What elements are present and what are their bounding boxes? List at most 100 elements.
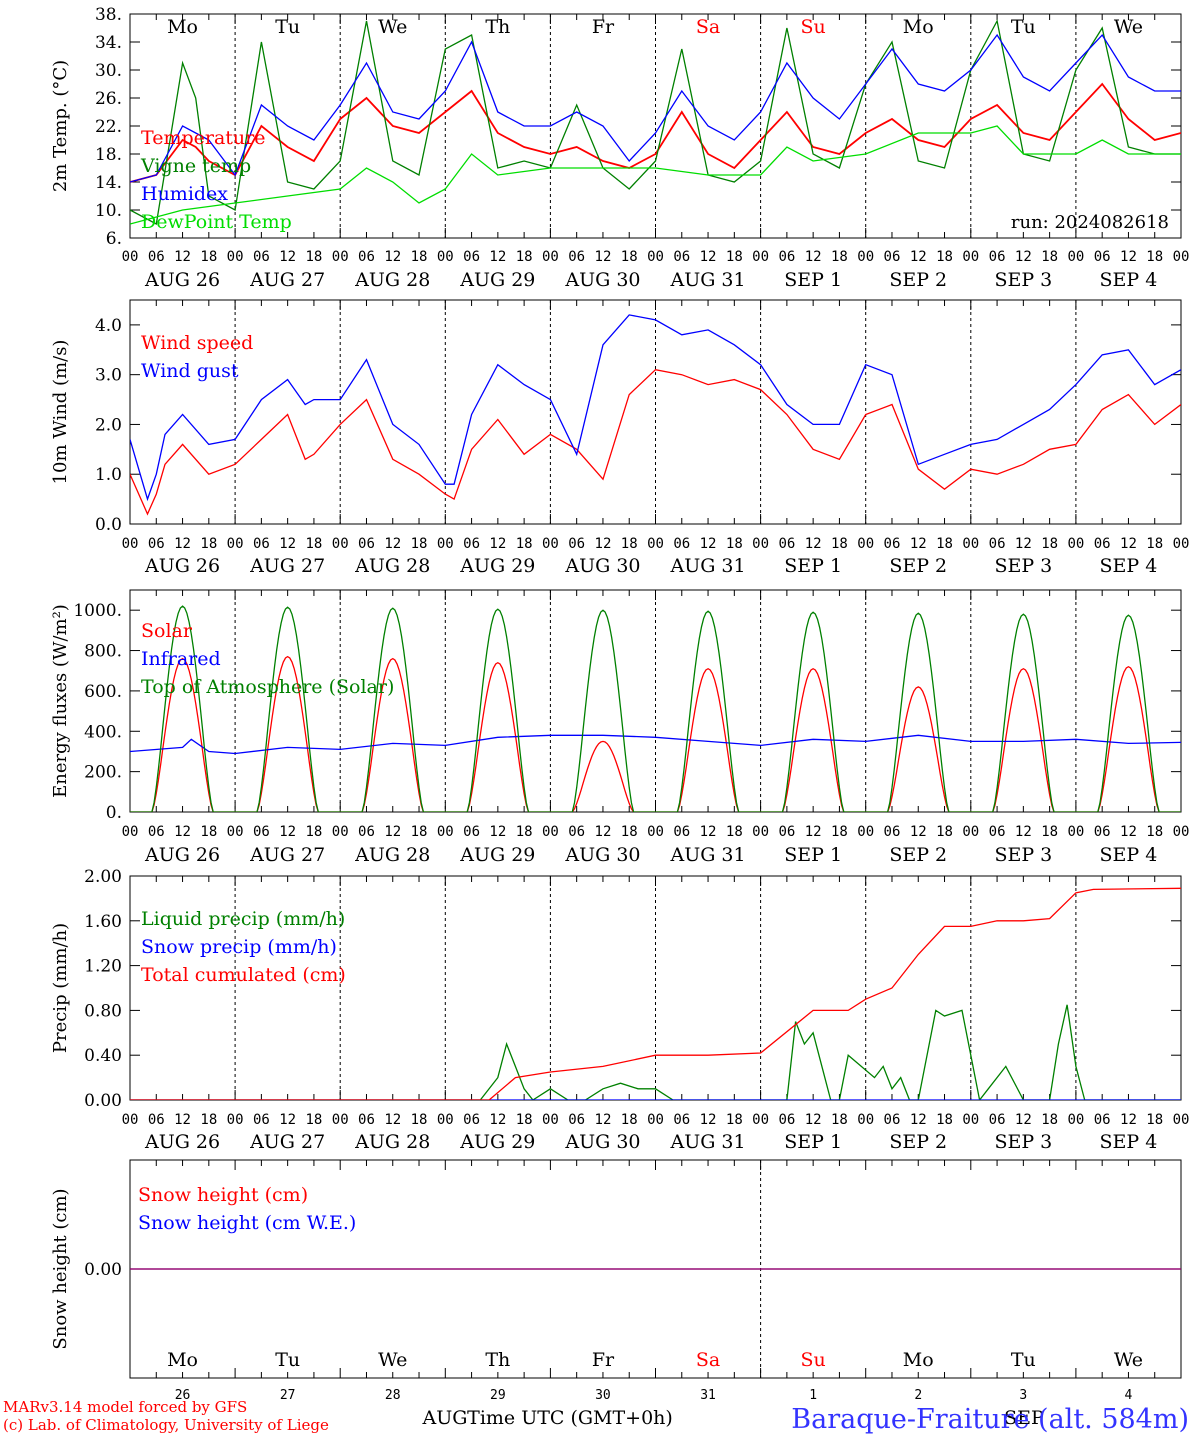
- y-tick-label: 1.0: [95, 465, 122, 485]
- hour-tick-label: 00: [122, 824, 139, 840]
- series-line-humidex: [130, 33, 1181, 183]
- hour-tick-label: 18: [936, 1112, 953, 1128]
- hour-tick-label: 00: [752, 1112, 769, 1128]
- weekday-label: Su: [801, 16, 826, 38]
- hour-tick-label: 00: [857, 249, 874, 265]
- hour-tick-label: 06: [1094, 1112, 1111, 1128]
- day-label: SEP 2: [889, 555, 947, 577]
- hour-tick-label: 06: [358, 824, 375, 840]
- hour-tick-label: 00: [647, 824, 664, 840]
- day-label: AUG 31: [669, 269, 745, 291]
- day-number-label: 2: [914, 1388, 922, 1403]
- hour-tick-label: 06: [568, 536, 585, 552]
- hour-tick-label: 06: [778, 249, 795, 265]
- hour-tick-label: 12: [384, 824, 401, 840]
- hour-tick-label: 00: [437, 824, 454, 840]
- month-label-right: SEP: [1004, 1407, 1044, 1429]
- hour-tick-label: 06: [989, 824, 1006, 840]
- hour-tick-label: 00: [752, 824, 769, 840]
- hour-tick-label: 18: [831, 1112, 848, 1128]
- weekday-label: We: [1114, 16, 1143, 38]
- panel-4: [129, 875, 1182, 1101]
- hour-tick-label: 06: [989, 249, 1006, 265]
- hour-tick-label: 18: [200, 824, 217, 840]
- month-label-left: AUG: [422, 1407, 468, 1429]
- hour-tick-label: 00: [332, 1112, 349, 1128]
- hour-tick-label: 12: [1120, 536, 1137, 552]
- hour-tick-label: 00: [227, 249, 244, 265]
- hour-tick-label: 00: [122, 1112, 139, 1128]
- hour-tick-label: 18: [1146, 1112, 1163, 1128]
- hour-tick-label: 18: [516, 824, 533, 840]
- series-line-wind-speed: [130, 368, 1181, 516]
- hour-tick-label: 18: [1041, 1112, 1058, 1128]
- day-label: AUG 29: [459, 1131, 535, 1153]
- y-tick-label: 200.: [84, 763, 122, 783]
- hour-tick-label: 00: [1067, 249, 1084, 265]
- y-tick-label: 1000.: [73, 601, 122, 621]
- hour-tick-label: 12: [279, 1112, 296, 1128]
- hour-tick-label: 06: [253, 249, 270, 265]
- hour-tick-label: 12: [700, 249, 717, 265]
- day-label: AUG 30: [564, 844, 640, 866]
- hour-tick-label: 12: [384, 249, 401, 265]
- y-tick-label: 38.: [95, 5, 122, 25]
- hour-tick-label: 00: [332, 249, 349, 265]
- hour-tick-label: 12: [595, 824, 612, 840]
- day-label: SEP 1: [784, 555, 842, 577]
- hour-tick-label: 18: [411, 824, 428, 840]
- y-tick-label: 400.: [84, 722, 122, 742]
- hour-tick-label: 12: [174, 249, 191, 265]
- series-line-dewpoint-temp: [130, 125, 1181, 225]
- hour-tick-label: 00: [857, 1112, 874, 1128]
- hour-tick-label: 00: [122, 536, 139, 552]
- hour-tick-label: 00: [437, 249, 454, 265]
- hour-tick-label: 06: [884, 824, 901, 840]
- day-label: SEP 2: [889, 269, 947, 291]
- hour-tick-label: 18: [831, 249, 848, 265]
- weekday-label: Mo: [903, 1349, 934, 1371]
- hour-tick-label: 06: [253, 1112, 270, 1128]
- weekday-label: Mo: [167, 1349, 198, 1371]
- hour-tick-label: 18: [621, 536, 638, 552]
- hour-tick-label: 18: [1041, 536, 1058, 552]
- legend-entry: Total cumulated (cm): [141, 964, 346, 986]
- panel-frame: [129, 299, 1182, 525]
- y-tick-label: 14.: [95, 173, 122, 193]
- hour-tick-label: 12: [595, 249, 612, 265]
- day-label: AUG 27: [249, 269, 325, 291]
- hour-tick-label: 06: [463, 1112, 480, 1128]
- y-axis-label: Energy fluxes (W/m²): [50, 604, 71, 798]
- legend-entry: Snow height (cm): [138, 1184, 308, 1206]
- y-tick-label: 600.: [84, 682, 122, 702]
- hour-tick-label: 18: [305, 1112, 322, 1128]
- hour-tick-label: 06: [568, 824, 585, 840]
- hour-tick-label: 06: [673, 249, 690, 265]
- credit-line-2: (c) Lab. of Climatology, University of L…: [3, 1416, 329, 1434]
- hour-tick-label: 00: [227, 536, 244, 552]
- hour-tick-label: 00: [227, 1112, 244, 1128]
- hour-tick-label: 06: [568, 249, 585, 265]
- day-label: SEP 2: [889, 844, 947, 866]
- hour-tick-label: 06: [1094, 249, 1111, 265]
- hour-tick-label: 12: [174, 536, 191, 552]
- hour-tick-label: 12: [384, 536, 401, 552]
- hour-tick-label: 12: [279, 536, 296, 552]
- legend-entry: Wind speed: [141, 332, 253, 354]
- y-tick-label: 0.00: [84, 1260, 122, 1280]
- weekday-label: Su: [801, 1349, 826, 1371]
- hour-tick-label: 00: [752, 536, 769, 552]
- legend-entry: Top of Atmosphere (Solar): [141, 676, 394, 698]
- day-number-label: 29: [490, 1388, 506, 1403]
- hour-tick-label: 06: [148, 536, 165, 552]
- hour-tick-label: 12: [1120, 824, 1137, 840]
- hour-tick-label: 12: [805, 824, 822, 840]
- hour-tick-label: 06: [358, 536, 375, 552]
- weekday-label: Mo: [903, 16, 934, 38]
- hour-tick-label: 18: [936, 824, 953, 840]
- panel-2: [129, 299, 1182, 525]
- y-tick-label: 18.: [95, 145, 122, 165]
- y-axis-label: 10m Wind (m/s): [50, 340, 71, 485]
- y-axis-label: 2m Temp. (°C): [50, 60, 71, 192]
- credit-line-1: MARv3.14 model forced by GFS: [3, 1398, 248, 1416]
